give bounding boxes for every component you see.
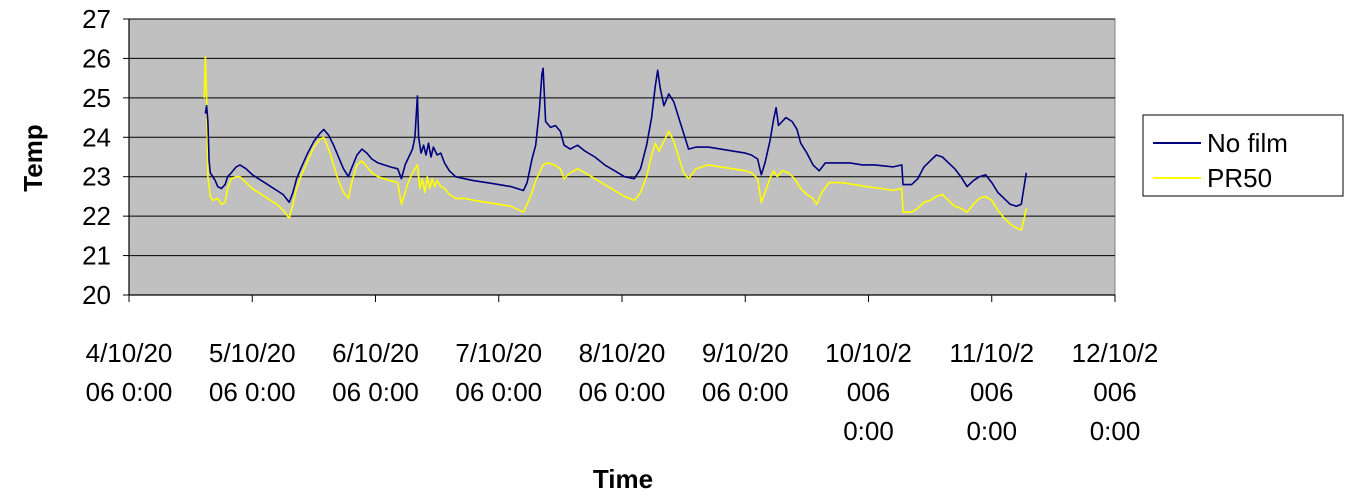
x-tick-label-6: 10/10/2 006 0:00: [825, 338, 912, 446]
y-tick-label-23: 23: [82, 162, 111, 192]
x-tick-label-line: 7/10/20: [455, 338, 542, 368]
plot-area: [128, 18, 1116, 296]
x-tick-label-line: 06 0:00: [579, 377, 666, 407]
x-tick-label-0: 4/10/20 06 0:00: [86, 338, 173, 407]
legend: No film PR50: [1142, 114, 1344, 197]
x-tick-label-7: 11/10/2 006 0:00: [949, 338, 1034, 446]
x-tick-label-line: 5/10/20: [209, 338, 296, 368]
x-tick-label-line: 8/10/20: [579, 338, 666, 368]
y-tick-label-26: 26: [82, 43, 111, 73]
x-tick-label-line: 06 0:00: [332, 377, 419, 407]
x-tick-label-line: 6/10/20: [332, 338, 419, 368]
x-tick-label-line: 10/10/2: [825, 338, 912, 368]
y-tick-label-27: 27: [82, 4, 111, 34]
legend-label-pr50: PR50: [1207, 163, 1272, 193]
y-tick-label-21: 21: [82, 241, 111, 271]
series-line-pr50: [203, 55, 1028, 231]
x-tick-label-2: 6/10/20 06 0:00: [332, 338, 419, 407]
x-tick-label-line: 06 0:00: [702, 377, 789, 407]
x-tick-label-line: 006: [1093, 377, 1136, 407]
legend-box: [1142, 114, 1344, 197]
series-line-no-film: [204, 67, 1028, 208]
x-tick-label-line: 11/10/2: [949, 338, 1034, 368]
x-tick-label-4: 8/10/20 06 0:00: [579, 338, 666, 407]
x-tick-label-line: 4/10/20: [86, 338, 173, 368]
x-tick-label-line: 0:00: [843, 416, 894, 446]
x-tick-label-5: 9/10/20 06 0:00: [702, 338, 789, 407]
x-tick-label-1: 5/10/20 06 0:00: [209, 338, 296, 407]
y-tick-label-22: 22: [82, 201, 111, 231]
y-tick-label-20: 20: [82, 280, 111, 310]
x-tick-label-line: 006: [847, 377, 890, 407]
x-tick-label-line: 0:00: [1090, 416, 1141, 446]
x-tick-label-line: 06 0:00: [86, 377, 173, 407]
x-axis-title: Time: [593, 464, 653, 494]
legend-label-no-film: No film: [1207, 128, 1288, 158]
y-tick-label-24: 24: [82, 122, 111, 152]
x-tick-label-line: 0:00: [966, 416, 1017, 446]
x-tick-label-line: 12/10/2: [1072, 338, 1159, 368]
x-tick-label-8: 12/10/2 006 0:00: [1072, 338, 1159, 446]
x-tick-label-line: 06 0:00: [209, 377, 296, 407]
x-tick-label-line: 06 0:00: [455, 377, 542, 407]
y-tick-label-25: 25: [82, 83, 111, 113]
y-axis-title: Temp: [18, 124, 48, 191]
x-tick-label-line: 9/10/20: [702, 338, 789, 368]
x-tick-label-line: 006: [970, 377, 1013, 407]
x-tick-label-3: 7/10/20 06 0:00: [455, 338, 542, 407]
